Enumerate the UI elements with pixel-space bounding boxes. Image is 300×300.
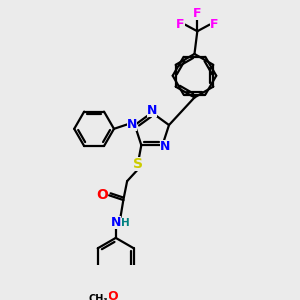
Text: S: S: [134, 157, 143, 171]
Text: N: N: [127, 118, 137, 130]
Text: CH₃: CH₃: [89, 294, 109, 300]
Text: N: N: [111, 216, 121, 229]
Text: F: F: [193, 7, 202, 20]
Text: O: O: [108, 290, 118, 300]
Text: F: F: [176, 18, 184, 31]
Text: N: N: [147, 104, 157, 117]
Text: O: O: [97, 188, 109, 202]
Text: F: F: [210, 18, 219, 31]
Text: H: H: [121, 218, 130, 228]
Text: N: N: [160, 140, 170, 153]
